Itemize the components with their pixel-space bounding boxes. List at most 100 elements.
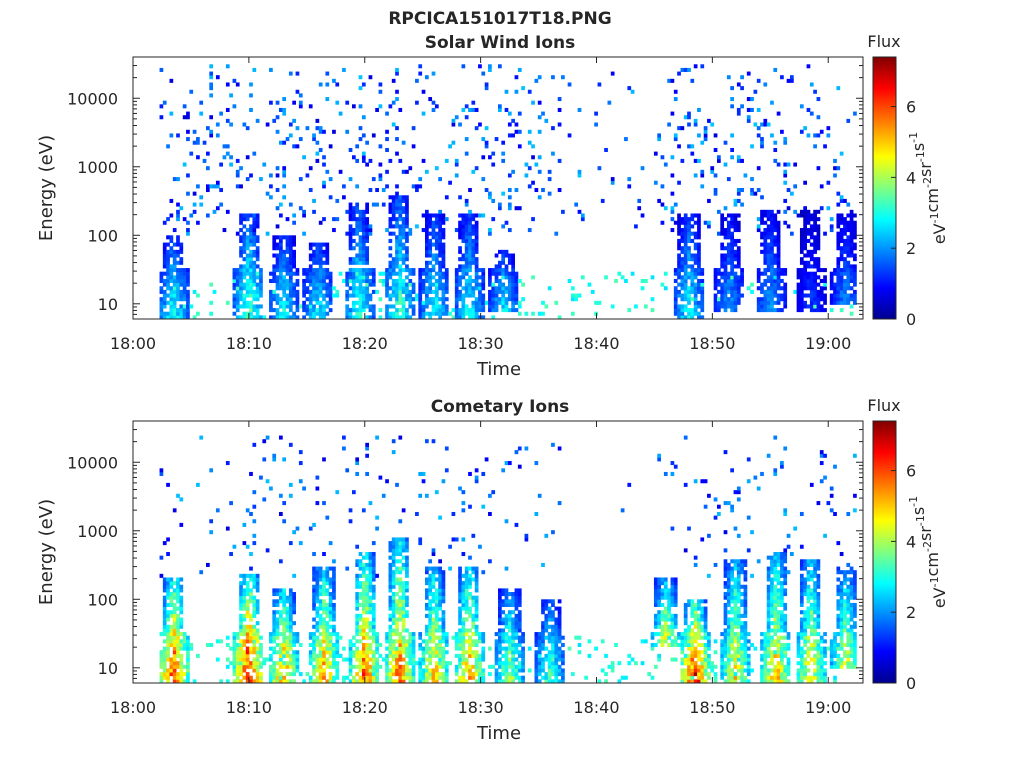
heatmap-cell — [690, 213, 695, 218]
heatmap-cell — [736, 228, 741, 233]
heatmap-cell — [285, 646, 290, 651]
heatmap-cell — [232, 278, 237, 284]
heatmap-cell — [434, 224, 439, 229]
heatmap-cell — [172, 621, 177, 626]
heatmap-cell — [431, 679, 436, 684]
heatmap-cell — [697, 107, 701, 112]
heatmap-cell — [849, 228, 854, 233]
heatmap-cell — [358, 137, 363, 142]
heatmap-cell — [245, 228, 250, 233]
heatmap-cell — [249, 173, 253, 178]
heatmap-cell — [813, 271, 817, 276]
heatmap-cell — [282, 650, 287, 655]
heatmap-cell — [166, 624, 170, 629]
heatmap-cell — [733, 289, 738, 294]
heatmap-cell — [249, 646, 253, 651]
heatmap-cell — [504, 107, 509, 112]
heatmap-cell — [288, 657, 293, 662]
heatmap-cell — [504, 588, 509, 593]
heatmap-cell — [438, 617, 442, 622]
heatmap-cell — [823, 293, 827, 298]
heatmap-cell — [252, 584, 257, 589]
heatmap-cell — [176, 278, 180, 284]
heatmap-cell — [471, 286, 476, 291]
heatmap-cell — [245, 217, 250, 222]
heatmap-cell — [408, 639, 413, 644]
heatmap-cell — [458, 566, 462, 571]
heatmap-cell — [361, 646, 366, 651]
heatmap-cell — [398, 206, 403, 211]
heatmap-cell — [756, 300, 761, 305]
heatmap-cell — [176, 209, 180, 214]
heatmap-cell — [345, 308, 350, 313]
heatmap-cell — [816, 293, 821, 298]
heatmap-cell — [434, 592, 439, 597]
heatmap-cell — [813, 209, 817, 214]
heatmap-cell — [405, 544, 409, 549]
heatmap-cell — [315, 653, 320, 658]
heatmap-cell — [395, 151, 399, 156]
heatmap-cell — [491, 151, 496, 156]
heatmap-cell — [421, 282, 426, 287]
heatmap-cell — [846, 260, 851, 265]
heatmap-cell — [700, 271, 705, 276]
heatmap-cell — [365, 646, 369, 651]
heatmap-cell — [332, 606, 336, 611]
heatmap-cell — [849, 249, 854, 254]
heatmap-cell — [186, 173, 190, 178]
heatmap-cell — [361, 224, 366, 229]
heatmap-cell — [375, 672, 379, 677]
heatmap-cell — [444, 158, 449, 163]
heatmap-cell — [690, 78, 695, 83]
heatmap-cell — [186, 278, 190, 284]
heatmap-cell — [408, 166, 413, 171]
heatmap-cell — [282, 235, 287, 240]
heatmap-cell — [318, 220, 323, 225]
heatmap-cell — [279, 140, 283, 145]
heatmap-cell — [700, 315, 705, 320]
heatmap-cell — [773, 253, 778, 258]
heatmap-cell — [760, 249, 764, 254]
heatmap-cell — [375, 646, 379, 651]
heatmap-cell — [474, 566, 479, 571]
heatmap-cell — [421, 679, 426, 684]
heatmap-cell — [229, 661, 233, 666]
heatmap-cell — [697, 289, 701, 294]
heatmap-cell — [375, 661, 379, 666]
heatmap-cell — [229, 122, 233, 127]
heatmap-cell — [454, 635, 459, 640]
heatmap-cell — [514, 300, 519, 305]
heatmap-cell — [328, 275, 333, 280]
heatmap-cell — [249, 635, 253, 640]
heatmap-cell — [524, 162, 529, 167]
heatmap-cell — [388, 639, 393, 644]
heatmap-cell — [398, 672, 403, 677]
heatmap-cell — [488, 268, 492, 273]
heatmap-cell — [507, 639, 512, 644]
heatmap-cell — [604, 147, 608, 153]
heatmap-cell — [179, 602, 184, 607]
heatmap-cell — [461, 271, 466, 276]
heatmap-cell — [375, 679, 379, 684]
heatmap-cell — [773, 282, 778, 287]
heatmap-cell — [249, 661, 253, 666]
heatmap-cell — [249, 632, 253, 637]
heatmap-cell — [245, 661, 250, 666]
heatmap-cell — [186, 220, 190, 225]
heatmap-cell — [441, 260, 446, 265]
heatmap-cell — [302, 286, 306, 291]
heatmap-cell — [308, 264, 313, 269]
heatmap-cell — [458, 228, 462, 233]
heatmap-cell — [259, 635, 263, 640]
heatmap-cell — [425, 278, 429, 284]
heatmap-cell — [839, 217, 844, 222]
heatmap-cell — [401, 169, 406, 174]
heatmap-cell — [438, 642, 442, 648]
heatmap-cell — [368, 679, 373, 684]
heatmap-cell — [760, 213, 764, 218]
heatmap-cell — [219, 202, 223, 207]
heatmap-cell — [644, 278, 648, 284]
heatmap-cell — [162, 632, 167, 637]
heatmap-cell — [279, 661, 283, 666]
heatmap-cell — [527, 166, 532, 171]
